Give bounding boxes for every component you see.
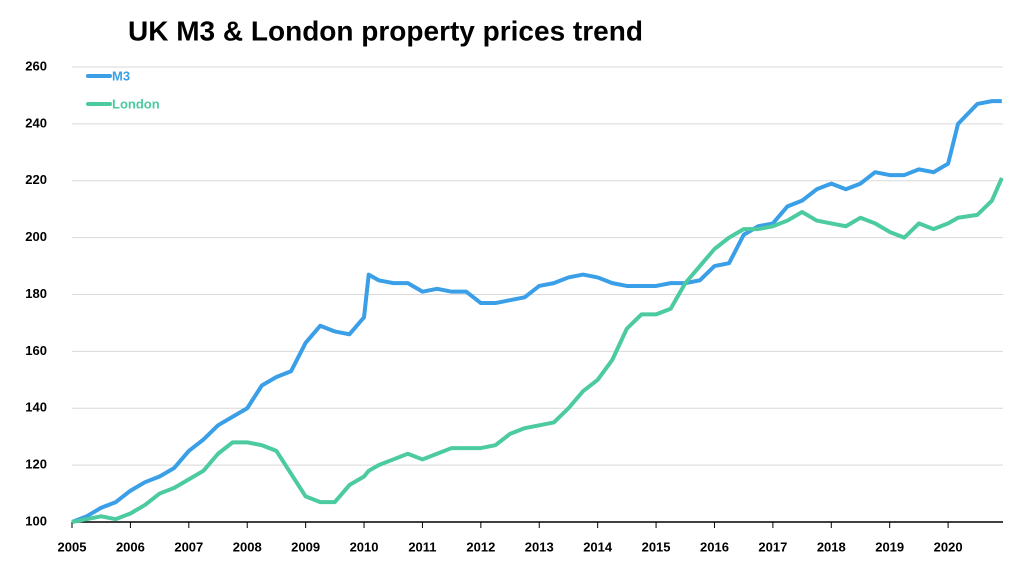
y-tick-label: 120: [25, 457, 47, 472]
x-tick-label: 2018: [817, 539, 846, 554]
series-line: [71, 99, 1002, 524]
y-tick-label: 200: [25, 229, 47, 244]
legend-label: M3: [112, 68, 130, 83]
y-tick-label: 140: [25, 400, 47, 415]
x-tick-label: 2016: [700, 539, 729, 554]
x-tick-label: 2005: [58, 539, 87, 554]
x-tick-label: 2015: [642, 539, 671, 554]
y-tick-label: 180: [25, 286, 47, 301]
x-tick-label: 2007: [174, 539, 203, 554]
x-tick-label: 2010: [350, 539, 379, 554]
series-line: [71, 177, 1004, 524]
x-tick-label: 2009: [291, 539, 320, 554]
x-tick-label: 2019: [875, 539, 904, 554]
y-tick-label: 160: [25, 343, 47, 358]
x-tick-label: 2011: [408, 539, 436, 554]
legend-label: London: [112, 96, 160, 111]
x-tick-label: 2020: [934, 539, 963, 554]
x-tick-label: 2017: [758, 539, 787, 554]
y-tick-label: 260: [25, 58, 47, 73]
y-tick-label: 220: [25, 172, 47, 187]
x-tick-label: 2006: [116, 539, 145, 554]
x-tick-label: 2013: [525, 539, 554, 554]
y-tick-label: 100: [25, 513, 47, 528]
x-tick-label: 2012: [466, 539, 495, 554]
y-tick-label: 240: [25, 115, 47, 130]
x-tick-label: 2014: [583, 539, 613, 554]
chart-title: UK M3 & London property prices trend: [128, 15, 643, 46]
x-tick-label: 2008: [233, 539, 262, 554]
